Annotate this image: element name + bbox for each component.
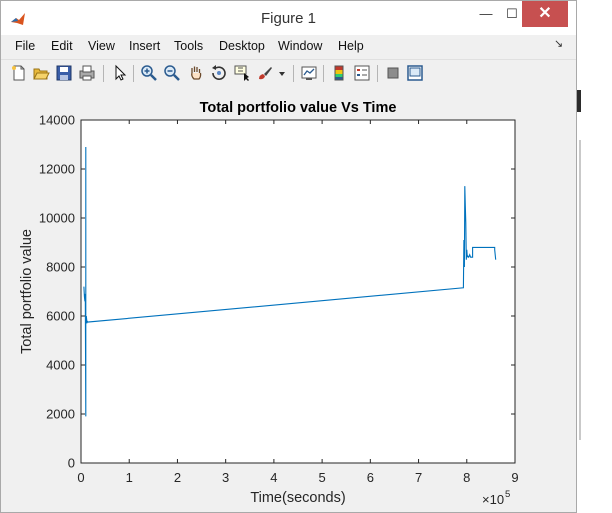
- x-tick-label: 7: [415, 470, 422, 485]
- open-file-icon[interactable]: [32, 64, 50, 82]
- print-icon[interactable]: [78, 64, 96, 82]
- menu-bar: File Edit View Insert Tools Desktop Wind…: [1, 36, 576, 57]
- series-line: [83, 147, 497, 417]
- figure-window: Figure 1 — ☐ ✕ File Edit View Insert Too…: [0, 0, 577, 513]
- x-tick-label: 8: [463, 470, 470, 485]
- y-axis-label: Total portfolio value: [19, 229, 35, 354]
- menu-help[interactable]: Help: [338, 39, 364, 53]
- menu-view[interactable]: View: [88, 39, 115, 53]
- plot-area: [80, 119, 516, 464]
- y-tick-label: 4000: [46, 358, 75, 373]
- menu-edit[interactable]: Edit: [51, 39, 73, 53]
- chart: 0 1 2 3 4 5 6 7 8 9 0 2000 4000 6000 8000 10000 12000 140…: [19, 100, 519, 507]
- menu-desktop[interactable]: Desktop: [219, 39, 265, 53]
- toolbar-separator: [103, 65, 104, 82]
- toolbar-separator: [323, 65, 324, 82]
- menu-file[interactable]: File: [15, 39, 36, 53]
- toolbar-separator: [133, 65, 134, 82]
- y-tick-label: 14000: [39, 113, 75, 128]
- edit-plot-arrow-icon[interactable]: [111, 64, 129, 82]
- toolbar-separator: [377, 65, 378, 82]
- menu-window[interactable]: Window: [278, 39, 323, 53]
- x-exponent-label: ×10: [482, 492, 504, 507]
- y-tick-label: 8000: [46, 260, 75, 275]
- x-tick-label: 3: [222, 470, 229, 485]
- legend-icon[interactable]: [353, 64, 371, 82]
- pan-hand-icon[interactable]: [187, 64, 205, 82]
- x-tick-label: 0: [77, 470, 84, 485]
- y-tick-label: 6000: [46, 309, 75, 324]
- menu-insert[interactable]: Insert: [129, 39, 161, 53]
- x-exponent-power: 5: [505, 489, 510, 500]
- matlab-icon: [11, 13, 25, 25]
- save-icon[interactable]: [55, 64, 73, 82]
- brush-dropdown-icon[interactable]: [277, 64, 287, 82]
- background-window-edge: [577, 0, 612, 513]
- link-plot-icon[interactable]: [300, 64, 318, 82]
- maximize-button[interactable]: ☐: [506, 6, 518, 21]
- new-figure-icon[interactable]: [10, 64, 28, 82]
- window-title: Figure 1: [260, 10, 317, 27]
- zoom-in-icon[interactable]: [140, 64, 158, 82]
- x-tick-label: 9: [511, 470, 518, 485]
- x-tick-label: 4: [270, 470, 277, 485]
- menu-dock-arrow-icon[interactable]: ↘: [554, 38, 564, 50]
- figure-canvas: 0 1 2 3 4 5 6 7 8 9 0 2000 4000 6000 8000 10000 12000 140…: [1, 87, 576, 512]
- colorbar-icon[interactable]: [330, 64, 348, 82]
- show-plot-tools-icon[interactable]: [406, 64, 424, 82]
- y-tick-label: 10000: [39, 211, 75, 226]
- brush-icon[interactable]: [256, 64, 274, 82]
- data-cursor-icon[interactable]: [233, 64, 251, 82]
- x-tick-label: 2: [174, 470, 181, 485]
- close-button[interactable]: ✕: [522, 1, 568, 27]
- zoom-out-icon[interactable]: [163, 64, 181, 82]
- x-axis-label: Time(seconds): [250, 490, 345, 506]
- title-bar[interactable]: Figure 1 — ☐ ✕: [1, 1, 576, 35]
- minimize-button[interactable]: —: [479, 6, 493, 21]
- rotate-3d-icon[interactable]: [210, 64, 228, 82]
- x-tick-label: 5: [318, 470, 325, 485]
- y-tick-label: 12000: [39, 162, 75, 177]
- menu-tools[interactable]: Tools: [174, 39, 204, 53]
- figure-toolbar: [1, 59, 576, 88]
- toolbar-separator: [293, 65, 294, 82]
- x-tick-label: 6: [367, 470, 374, 485]
- x-tick-label: 1: [126, 470, 133, 485]
- y-tick-label: 0: [68, 456, 75, 471]
- chart-title: Total portfolio value Vs Time: [200, 100, 397, 116]
- y-tick-label: 2000: [46, 407, 75, 422]
- hide-plot-tools-icon[interactable]: [384, 64, 402, 82]
